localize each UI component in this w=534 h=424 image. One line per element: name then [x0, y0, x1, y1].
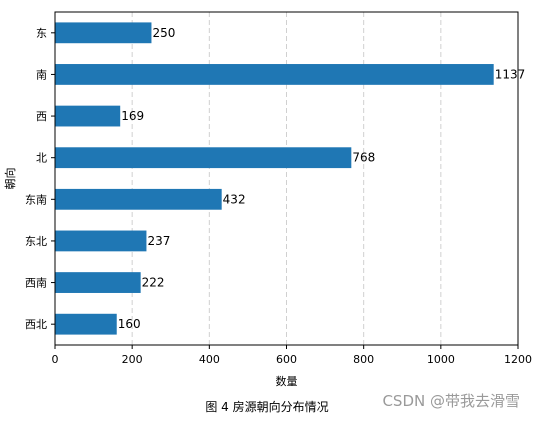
y-tick-label: 北	[36, 152, 47, 165]
y-tick-label: 西北	[25, 318, 47, 331]
y-tick-label: 西	[36, 110, 47, 123]
x-tick-label: 0	[52, 353, 59, 366]
y-tick-label: 南	[36, 68, 47, 81]
x-tick-label: 800	[353, 353, 374, 366]
bar-南	[55, 64, 494, 85]
data-label: 250	[152, 26, 175, 40]
y-tick-label: 西南	[25, 277, 47, 290]
x-tick-label: 600	[276, 353, 297, 366]
data-label: 768	[352, 151, 375, 165]
figure-caption: 图 4 房源朝向分布情况	[205, 400, 329, 414]
x-tick-label: 400	[199, 353, 220, 366]
bar-东	[55, 22, 152, 44]
data-label: 432	[223, 192, 246, 206]
bar-西	[55, 105, 121, 127]
bar-东南	[55, 188, 222, 210]
y-tick-label: 东北	[25, 235, 47, 248]
y-axis-label: 朝向	[3, 168, 17, 190]
bar-北	[55, 147, 352, 169]
x-tick-label: 200	[122, 353, 143, 366]
data-label: 160	[118, 317, 141, 331]
x-tick-label: 1000	[427, 353, 455, 366]
data-label: 1137	[495, 67, 526, 81]
watermark: CSDN @带我去滑雪	[382, 392, 520, 410]
y-tick-label: 东南	[25, 193, 47, 206]
data-label: 237	[147, 234, 170, 248]
x-tick-label: 1200	[504, 353, 532, 366]
data-label: 169	[121, 109, 144, 123]
y-tick-label: 东	[36, 27, 47, 40]
x-axis-label: 数量	[276, 375, 298, 388]
bar-东北	[55, 230, 147, 252]
bar-西北	[55, 313, 117, 335]
bar-西南	[55, 272, 141, 293]
data-label: 222	[142, 276, 165, 290]
